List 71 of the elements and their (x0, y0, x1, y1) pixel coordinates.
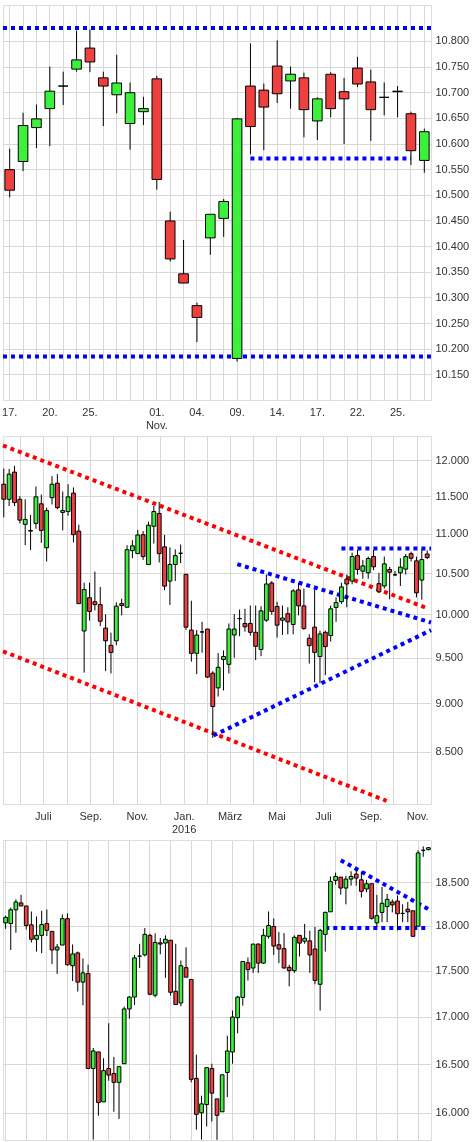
y-tick-label: 8.500 (435, 745, 464, 758)
candlestick (178, 239, 189, 284)
y-tick-label: 10.650 (435, 111, 470, 124)
y-tick-label: 9.500 (435, 651, 464, 664)
candlestick (333, 596, 339, 623)
x-tick-label: 25. (82, 405, 98, 418)
y-tick-label: 10.500 (435, 188, 470, 201)
candlestick (285, 66, 296, 110)
y-tick-label: 10.000 (435, 607, 470, 620)
candlestick (98, 71, 109, 127)
x-tick-label: Sep. (79, 809, 103, 822)
y-tick-label: 11.500 (435, 489, 469, 502)
candlestick (111, 54, 122, 114)
x-tick-label: März (217, 809, 243, 822)
x-tick-label: Juli (35, 809, 52, 822)
candlestick (71, 30, 82, 73)
y-tick-label: 10.600 (435, 137, 470, 150)
x-tick-label: 09. (229, 405, 245, 418)
y-tick-label: 10.200 (435, 342, 470, 355)
x-tick-label: 25. (389, 405, 406, 418)
candlestick (338, 77, 350, 145)
x-tick-label: Nov. (126, 809, 149, 822)
y-tick-label: 10.250 (435, 316, 470, 329)
y-tick-label: 10.350 (435, 265, 470, 278)
x-tick-label: 17. (2, 405, 18, 418)
candlestick (84, 29, 96, 73)
candlestick (31, 104, 42, 149)
candlestick (57, 71, 69, 106)
y-tick-label: 10.500 (435, 566, 470, 579)
x-tick-label: 22. (349, 405, 366, 418)
y-tick-label: 10.300 (435, 290, 470, 303)
y-tick-label: 18.500 (435, 875, 470, 888)
x-tick-label: 17. (309, 405, 325, 418)
candlestick (312, 96, 323, 141)
y-tick-label: 18.000 (435, 919, 470, 932)
y-tick-label: 10.700 (435, 85, 470, 98)
candlestick (44, 66, 56, 147)
y-tick-label: 12.000 (435, 453, 470, 466)
candlestick (28, 514, 33, 551)
candlestick (218, 198, 229, 238)
x-tick-label: Nov. (406, 809, 429, 822)
y-tick-label: 16.000 (435, 1106, 470, 1119)
y-tick-label: 17.500 (435, 964, 470, 977)
x-tick-label: 14. (269, 405, 285, 418)
candlestick (191, 302, 203, 343)
candlestick (103, 613, 109, 672)
y-tick-label: 9.000 (435, 696, 464, 709)
y-tick-label: 10.450 (435, 213, 470, 226)
y-tick-label: 16.500 (435, 1057, 470, 1070)
candlestick (205, 213, 216, 256)
y-tick-label: 10.800 (435, 34, 470, 47)
x-tick-label: 20. (42, 405, 58, 418)
y-tick-label: 10.400 (435, 239, 470, 252)
x-tick-label: Mai (267, 809, 286, 822)
y-tick-label: 10.150 (435, 367, 470, 380)
candlestick (352, 56, 363, 88)
x-tick-label: Jan. 2016 (171, 809, 197, 835)
candlestick (378, 81, 390, 116)
candlestick (138, 96, 149, 126)
x-tick-label: 04. (189, 405, 205, 418)
y-tick-label: 17.000 (435, 1010, 470, 1023)
candlestick (4, 148, 15, 198)
candlestick (258, 82, 270, 151)
y-tick-label: 11.000 (435, 527, 469, 540)
candlestick (338, 582, 344, 605)
candlestick (108, 632, 114, 674)
x-tick-label: Sep. (359, 809, 383, 822)
y-tick-label: 10.550 (435, 162, 470, 175)
y-tick-label: 10.750 (435, 60, 470, 73)
x-tick-label: Juli (315, 809, 332, 822)
x-tick-label: 01. Nov. (145, 405, 168, 431)
